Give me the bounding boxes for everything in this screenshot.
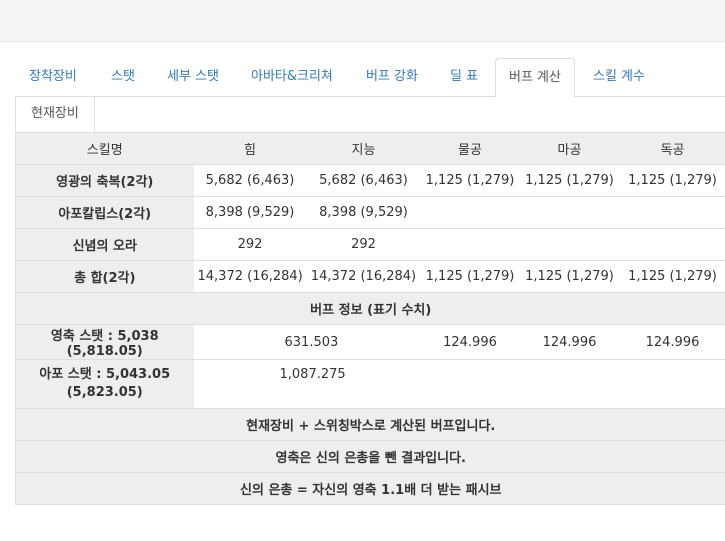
header-str: 힘 [193,132,307,165]
cell-value: 1,125 (1,279) [619,260,725,293]
buff-ind-value [619,359,725,409]
tab-buff-enhance[interactable]: 버프 강화 [366,69,418,84]
buff-row-label: 영축 스탯 : 5,038 (5,818.05) [15,324,194,360]
buff-mag-value: 124.996 [519,324,620,360]
tab-buff-calc[interactable]: 버프 계산 [495,58,575,98]
main-tabs: 장착장비 스탯 세부 스탯 아바타&크리쳐 버프 강화 딜 표 버프 계산 스킬… [15,58,725,98]
section-header-row: 버프 정보 (표기 수치) [15,292,725,325]
buff-stat-value: 631.503 [193,324,421,360]
buff-row-label: 아포 스탯 : 5,043.05 (5,823.05) [15,359,194,409]
tab-skill-coef[interactable]: 스킬 계수 [593,69,645,84]
cell-value: 1,125 (1,279) [519,164,620,197]
cell-value: 292 [193,228,307,261]
note-text: 영축은 신의 은총을 뺀 결과입니다. [15,440,725,473]
buff-phys-value: 124.996 [420,324,520,360]
table-header-row: 스킬명 힘 지능 물공 마공 독공 [15,132,725,165]
note-row: 현재장비 + 스위칭박스로 계산된 버프입니다. [15,408,725,441]
tab-detail-stats[interactable]: 세부 스탯 [167,69,219,84]
buff-phys-value [420,359,520,409]
table-row-total: 총 합(2각) 14,372 (16,284) 14,372 (16,284) … [15,260,725,293]
cell-value [519,196,620,229]
cell-value: 292 [306,228,421,261]
section-title: 버프 정보 (표기 수치) [15,292,725,325]
note-row: 신의 은총 = 자신의 영축 1.1배 더 받는 패시브 [15,472,725,505]
header-phys-atk: 물공 [420,132,520,165]
cell-value [519,228,620,261]
cell-value: 14,372 (16,284) [193,260,307,293]
buff-mag-value [519,359,620,409]
table-row: 신념의 오라 292 292 [15,228,725,261]
cell-value: 8,398 (9,529) [193,196,307,229]
buff-row-label-line1: 아포 스탯 : 5,043.05 [39,367,171,382]
header-ind-atk: 독공 [619,132,725,165]
subtab-current-equipment[interactable]: 현재장비 [15,97,95,132]
cell-value: 1,125 (1,279) [519,260,620,293]
note-row: 영축은 신의 은총을 뺀 결과입니다. [15,440,725,473]
cell-value [420,228,520,261]
buff-row-label-line2: (5,823.05) [66,385,143,400]
buff-row: 영축 스탯 : 5,038 (5,818.05) 631.503 124.996… [15,324,725,360]
tab-avatar-creature[interactable]: 아바타&크리쳐 [251,69,333,84]
cell-value: 8,398 (9,529) [306,196,421,229]
cell-value: 1,125 (1,279) [619,164,725,197]
note-text: 신의 은총 = 자신의 영축 1.1배 더 받는 패시브 [15,472,725,505]
row-label: 영광의 축복(2각) [15,164,194,197]
cell-value: 1,125 (1,279) [420,260,520,293]
tab-stats[interactable]: 스탯 [111,69,135,84]
buff-stat-value: 1,087.275 [193,359,421,409]
buff-ind-value: 124.996 [619,324,725,360]
cell-value: 1,125 (1,279) [420,164,520,197]
note-text: 현재장비 + 스위칭박스로 계산된 버프입니다. [15,408,725,441]
cell-value: 5,682 (6,463) [306,164,421,197]
header-int: 지능 [306,132,421,165]
buff-row: 아포 스탯 : 5,043.05 (5,823.05) 1,087.275 [15,359,725,409]
row-label: 신념의 오라 [15,228,194,261]
header-mag-atk: 마공 [519,132,620,165]
cell-value: 5,682 (6,463) [193,164,307,197]
cell-value [420,196,520,229]
cell-value [619,228,725,261]
cell-value [619,196,725,229]
top-navbar [0,0,725,42]
table-row: 영광의 축복(2각) 5,682 (6,463) 5,682 (6,463) 1… [15,164,725,197]
cell-value: 14,372 (16,284) [306,260,421,293]
header-skill-name: 스킬명 [15,132,194,165]
tab-damage-table[interactable]: 딜 표 [450,69,479,84]
row-label: 총 합(2각) [15,260,194,293]
sub-tabs: 현재장비 [15,97,725,132]
tab-equipment[interactable]: 장착장비 [29,69,77,84]
table-row: 아포칼립스(2각) 8,398 (9,529) 8,398 (9,529) [15,196,725,229]
row-label: 아포칼립스(2각) [15,196,194,229]
buff-table: 스킬명 힘 지능 물공 마공 독공 영광의 축복(2각) 5,682 (6,46… [15,132,725,505]
